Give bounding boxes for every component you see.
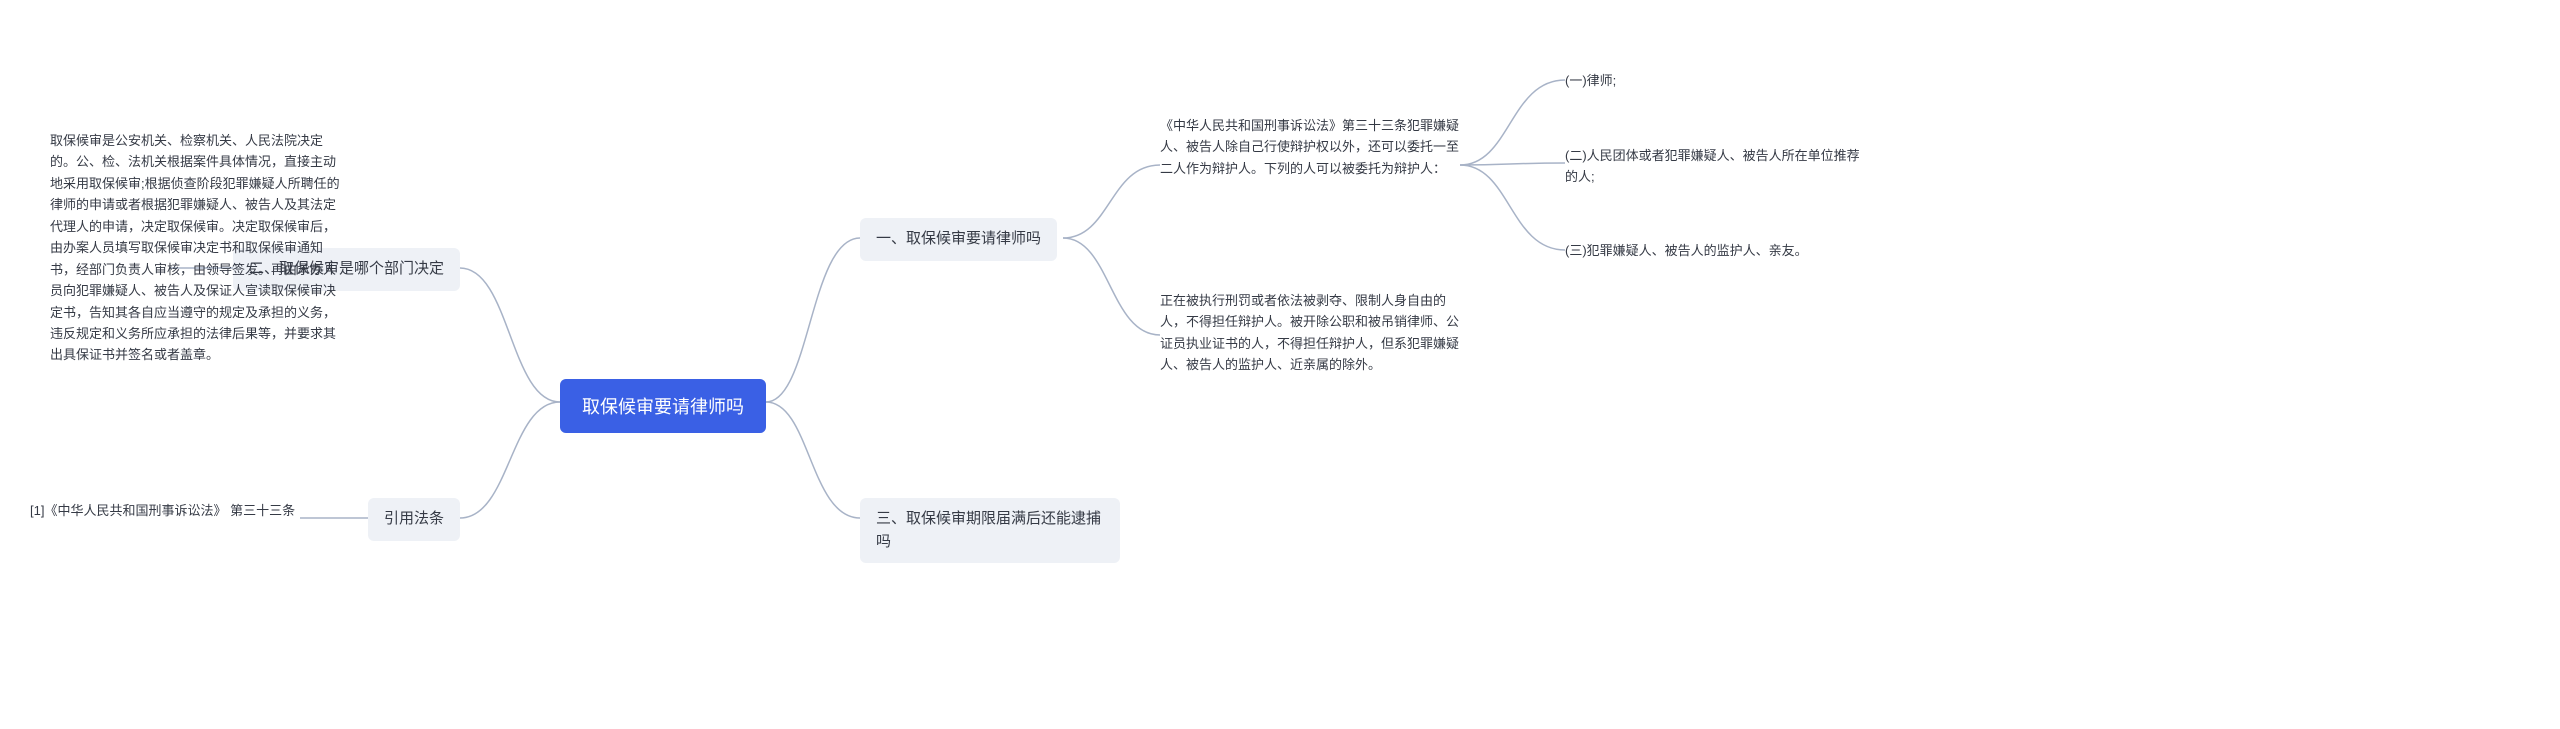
branch-1-child-1-text: 《中华人民共和国刑事诉讼法》第三十三条犯罪嫌疑人、被告人除自己行使辩护权以外，还… — [1160, 118, 1459, 176]
branch-3[interactable]: 三、取保候审期限届满后还能逮捕吗 — [860, 498, 1120, 563]
branch-1-child-1-sub-1: (一)律师; — [1565, 70, 1865, 91]
branch-2-child-text: 取保候审是公安机关、检察机关、人民法院决定的。公、检、法机关根据案件具体情况，直… — [50, 133, 340, 362]
branch-1-child-2-text: 正在被执行刑罚或者依法被剥夺、限制人身自由的人，不得担任辩护人。被开除公职和被吊… — [1160, 293, 1459, 372]
branch-ref[interactable]: 引用法条 — [368, 498, 460, 541]
branch-ref-child: [1]《中华人民共和国刑事诉讼法》 第三十三条 — [30, 500, 300, 521]
branch-ref-child-text: [1]《中华人民共和国刑事诉讼法》 第三十三条 — [30, 503, 295, 518]
root-node[interactable]: 取保候审要请律师吗 — [560, 379, 766, 433]
branch-ref-label: 引用法条 — [384, 510, 444, 527]
branch-1-child-2: 正在被执行刑罚或者依法被剥夺、限制人身自由的人，不得担任辩护人。被开除公职和被吊… — [1160, 290, 1460, 376]
branch-1-label: 一、取保候审要请律师吗 — [876, 230, 1041, 247]
sub-1-text: (一)律师; — [1565, 73, 1616, 88]
branch-1-child-1-sub-3: (三)犯罪嫌疑人、被告人的监护人、亲友。 — [1565, 240, 1885, 261]
branch-2-child: 取保候审是公安机关、检察机关、人民法院决定的。公、检、法机关根据案件具体情况，直… — [50, 130, 340, 366]
root-label: 取保候审要请律师吗 — [582, 397, 744, 417]
branch-1[interactable]: 一、取保候审要请律师吗 — [860, 218, 1057, 261]
branch-1-child-1: 《中华人民共和国刑事诉讼法》第三十三条犯罪嫌疑人、被告人除自己行使辩护权以外，还… — [1160, 115, 1460, 179]
branch-3-label: 三、取保候审期限届满后还能逮捕吗 — [876, 510, 1101, 550]
sub-2-text: (二)人民团体或者犯罪嫌疑人、被告人所在单位推荐的人; — [1565, 148, 1860, 184]
branch-1-child-1-sub-2: (二)人民团体或者犯罪嫌疑人、被告人所在单位推荐的人; — [1565, 145, 1865, 188]
sub-3-text: (三)犯罪嫌疑人、被告人的监护人、亲友。 — [1565, 243, 1808, 258]
